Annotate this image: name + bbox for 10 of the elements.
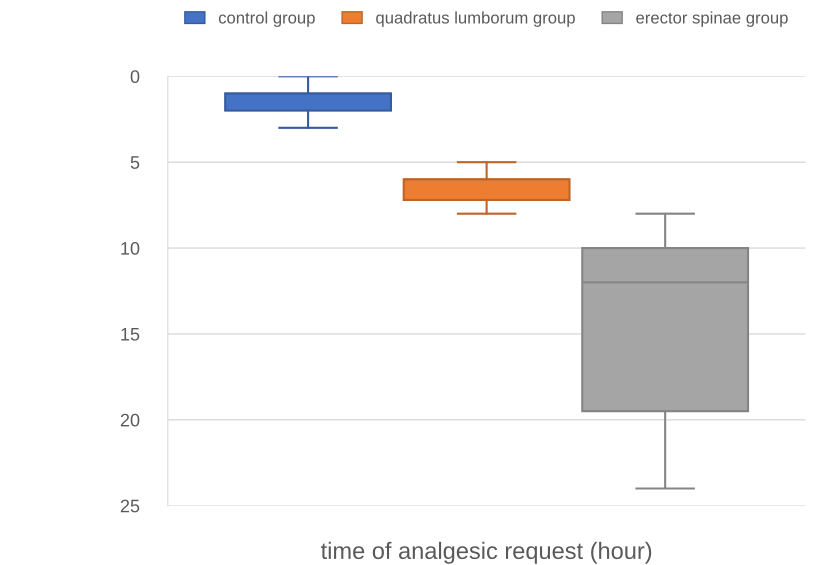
x-axis-title: time of analgesic request (hour): [320, 542, 652, 564]
y-tick-label: 0: [130, 70, 140, 83]
y-tick-label: 25: [120, 500, 140, 512]
legend-label: control group: [218, 11, 315, 27]
y-tick-label: 20: [120, 414, 140, 427]
y-tick-label: 15: [121, 328, 140, 341]
legend-label: erector spinae group: [636, 11, 788, 27]
y-tick-label: 10: [121, 242, 140, 255]
legend-label: quadratus lumborum group: [376, 11, 575, 27]
y-tick-label: 5: [130, 156, 140, 169]
